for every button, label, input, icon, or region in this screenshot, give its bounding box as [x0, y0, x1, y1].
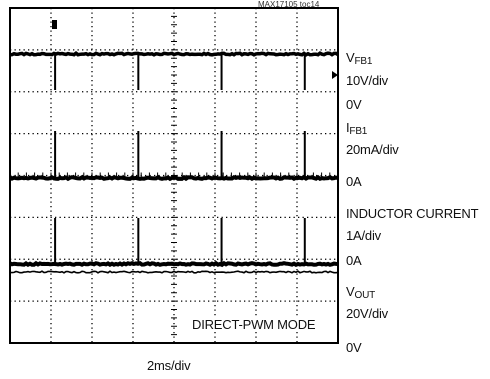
trace-inductor-current: [10, 263, 338, 265]
channel-3-name: INDUCTOR CURRENT: [346, 206, 478, 225]
channel-1-ground-label: 0V: [346, 97, 362, 112]
trace-vout: [10, 271, 338, 273]
figure-id: MAX17105 toc14: [258, 0, 319, 9]
trigger-marker: [52, 20, 57, 29]
channel-3-scale: 1A/div: [346, 228, 381, 243]
channel-3-ground-label: 0A: [346, 253, 362, 268]
channel-1-scale: 10V/div: [346, 73, 388, 88]
channel-1-name-sub: FB1: [354, 56, 372, 67]
channel-4-ground-label: 0V: [346, 340, 362, 355]
scope-grid: [10, 8, 338, 343]
channel-4-name-sub: OUT: [354, 290, 375, 301]
trace-ifb1: [10, 177, 338, 179]
channel-4-name: VOUT: [346, 284, 375, 303]
trace-vfb1: [10, 53, 338, 55]
channel-2-name: IFB1: [346, 120, 367, 139]
channel-2-scale: 20mA/div: [346, 142, 399, 157]
channel-3-name-main: INDUCTOR CURRENT: [346, 206, 478, 221]
channel-2-name-sub: FB1: [349, 126, 367, 137]
scope-traces: [10, 53, 338, 273]
channel-2-ground-label: 0A: [346, 174, 362, 189]
channel-4-scale: 20V/div: [346, 306, 388, 321]
timebase-label: 2ms/div: [147, 358, 190, 373]
mode-label: DIRECT-PWM MODE: [190, 317, 317, 332]
channel-1-name: VFB1: [346, 50, 372, 69]
